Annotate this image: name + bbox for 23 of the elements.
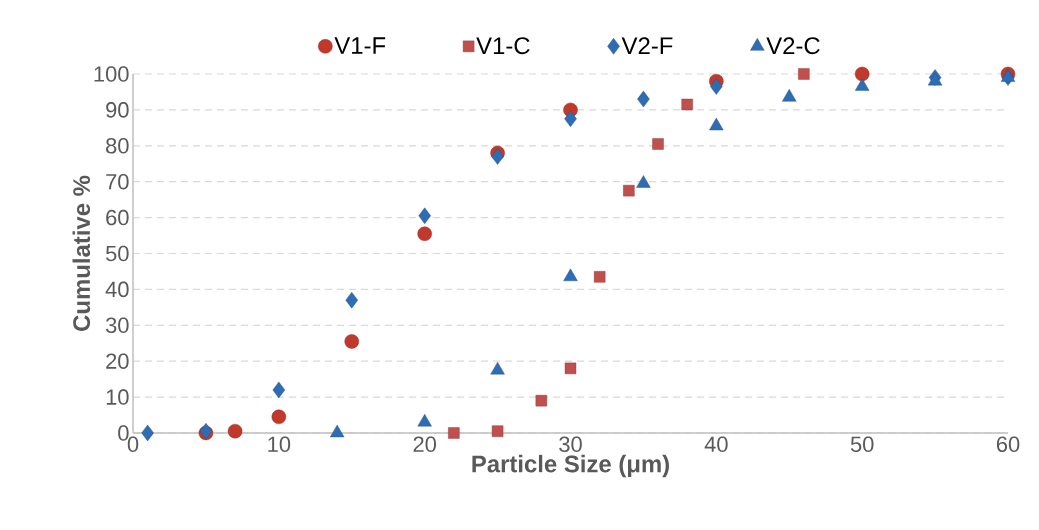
y-tick-label: 20 — [106, 353, 129, 369]
y-tick-label: 0 — [118, 425, 129, 441]
y-tick-label: 50 — [105, 245, 129, 262]
y-tick-label: 70 — [106, 173, 129, 190]
legend-label: V2-F — [621, 37, 673, 54]
legend-label: V1-F — [334, 37, 386, 54]
x-tick-label: 60 — [996, 436, 1020, 453]
y-tick-label: 10 — [106, 389, 129, 405]
y-tick-label: 90 — [106, 102, 129, 118]
y-tick-label: 80 — [106, 138, 129, 154]
legend-label: V2-C — [766, 37, 820, 55]
x-tick-label: 10 — [268, 436, 291, 453]
y-axis-title: Cumulative % — [72, 175, 91, 331]
y-tick-label: 40 — [105, 281, 129, 298]
x-tick-label: 20 — [413, 436, 436, 453]
x-tick-label: 50 — [850, 436, 874, 453]
y-tick-label: 30 — [105, 317, 129, 334]
y-tick-label: 100 — [94, 66, 129, 82]
x-tick-label: 30 — [559, 436, 582, 453]
x-axis-title: Particle Size (μm) — [472, 454, 669, 478]
legend-label: V1-C — [476, 37, 530, 55]
y-tick-label: 60 — [106, 209, 129, 226]
x-tick-label: 40 — [704, 436, 728, 453]
